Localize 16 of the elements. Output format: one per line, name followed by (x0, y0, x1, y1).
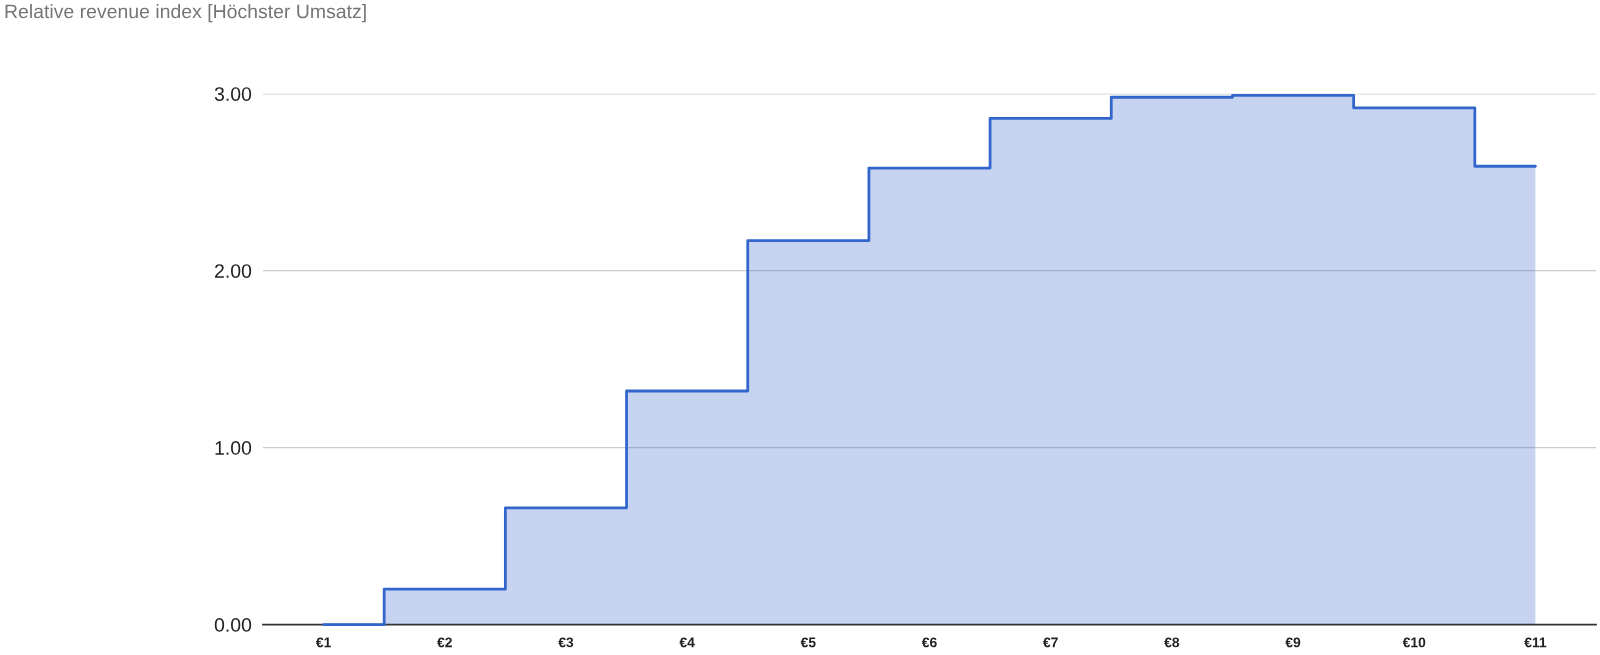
x-tick-label: €5 (800, 637, 816, 648)
y-tick-label: 2.00 (215, 264, 252, 278)
x-tick-label: €11 (1524, 637, 1547, 648)
x-tick-label: €10 (1402, 637, 1426, 648)
x-tick-label: €8 (1164, 637, 1180, 648)
chart-title: Relative revenue index [Höchster Umsatz] (5, 4, 366, 23)
x-tick-label: €2 (437, 637, 452, 648)
x-tick-label: €4 (679, 637, 695, 648)
x-tick-label: €3 (558, 637, 574, 648)
y-tick-label: 0.00 (214, 618, 252, 632)
x-tick-label: €1 (315, 637, 331, 648)
y-tick-label: 3.00 (214, 87, 252, 101)
y-tick-label: 1.00 (215, 441, 252, 455)
x-tick-label: €6 (921, 637, 937, 648)
x-tick-label: €7 (1043, 637, 1058, 648)
x-tick-label: €9 (1285, 637, 1301, 648)
